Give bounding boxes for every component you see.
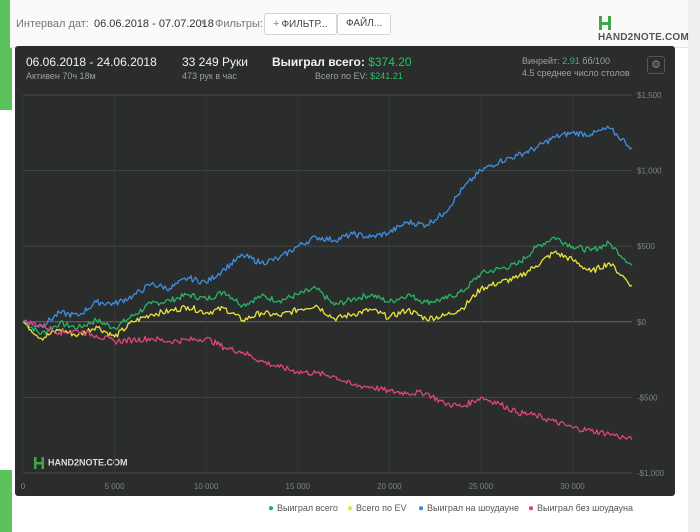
legend-nonshowdown[interactable]: ● Выиграл без шоудауна [528, 503, 633, 514]
x-tick-label: 25 000 [469, 482, 494, 491]
chevron-down-icon[interactable]: ▾ [201, 17, 206, 27]
watermark: HAND2NOTE.COM [33, 456, 128, 470]
y-tick-label: $500 [637, 242, 655, 251]
watermark-text: HAND2NOTE.COM [48, 457, 128, 468]
winrate-unit: бб/100 [582, 56, 611, 66]
legend-ev-label: Всего по EV [356, 503, 407, 513]
legend-dot-nonshowdown: ● [528, 503, 535, 514]
legend-total-label: Выиграл всего [277, 503, 338, 513]
x-tick-label: 0 [21, 482, 26, 491]
winrate: Винрейт: 2.91 бб/100 [522, 56, 610, 66]
logo-text: HAND2NOTE.COM [598, 32, 689, 43]
x-tick-label: 10 000 [194, 482, 219, 491]
y-tick-label: -$500 [637, 393, 658, 402]
logo-icon [599, 16, 611, 30]
legend-nonshowdown-label: Выиграл без шоудауна [537, 503, 634, 513]
date-range-select[interactable]: 06.06.2018 - 07.07.2018 [94, 18, 214, 30]
filters-label: Фильтры: [215, 18, 263, 30]
total-won-label: Выиграл всего: [272, 55, 365, 69]
x-tick-label: 15 000 [286, 482, 311, 491]
y-tick-label: $1,000 [637, 167, 662, 176]
file-button-label: ФАЙЛ... [346, 18, 383, 29]
period-text: 06.06.2018 - 24.06.2018 [26, 55, 157, 69]
legend-total[interactable]: ● Выиграл всего [268, 503, 338, 514]
interval-label: Интервал дат: [16, 18, 89, 30]
x-tick-label: 20 000 [377, 482, 402, 491]
tables-average: 4.5 среднее число столов [522, 68, 630, 78]
legend-dot-ev: ● [347, 503, 354, 514]
right-scroll-area [688, 0, 700, 532]
ev-value: $241.21 [370, 71, 403, 81]
active-time: Активен 70ч 18м [26, 71, 96, 81]
legend-showdown-label: Выиграл на шоудауне [427, 503, 520, 513]
line-showdown [22, 125, 633, 329]
profit-chart: $1,500 $1,000 $500 $0 -$500 -$1,000 0 5 000 10 0… [21, 91, 665, 491]
line-nonshowdown [22, 319, 633, 441]
legend-dot-total: ● [268, 503, 275, 514]
graph-panel: 06.06.2018 - 24.06.2018 Активен 70ч 18м … [15, 46, 675, 496]
legend-showdown[interactable]: ● Выиграл на шоудауне [418, 503, 519, 514]
left-accent-strip-lower [0, 470, 12, 532]
hands-per-hour: 473 рук в час [182, 71, 237, 81]
gear-icon[interactable]: ⚙ [647, 56, 665, 74]
winrate-label: Винрейт: [522, 56, 560, 66]
plus-icon: + [273, 18, 280, 30]
total-won-value: $374.20 [368, 55, 412, 69]
brand-logo: HAND2NOTE.COM [598, 14, 689, 43]
hands-count: 33 249 Руки [182, 55, 248, 69]
legend-dot-showdown: ● [418, 503, 425, 514]
watermark-logo-icon [34, 457, 44, 469]
y-tick-label: -$1,000 [637, 469, 665, 478]
winrate-value: 2.91 [562, 56, 580, 66]
y-tick-label: $0 [637, 318, 646, 327]
line-total-won [22, 236, 633, 335]
line-ev [22, 250, 633, 341]
y-tick-label: $1,500 [637, 91, 662, 100]
total-won: Выиграл всего: $374.20 [272, 55, 412, 69]
filter-button-label: ФИЛЬТР... [281, 19, 328, 30]
left-accent-strip [0, 0, 12, 110]
file-button[interactable]: ФАЙЛ... [337, 13, 392, 35]
x-tick-label: 30 000 [560, 482, 585, 491]
filter-button[interactable]: + ФИЛЬТР... [264, 13, 337, 35]
ev-total: Всего по EV: $241.21 [315, 71, 403, 81]
legend-ev[interactable]: ● Всего по EV [347, 503, 407, 514]
ev-label: Всего по EV: [315, 71, 368, 81]
toolbar: Интервал дат: 06.06.2018 - 07.07.2018 ▾ … [10, 0, 689, 48]
x-tick-label: 5 000 [105, 482, 126, 491]
